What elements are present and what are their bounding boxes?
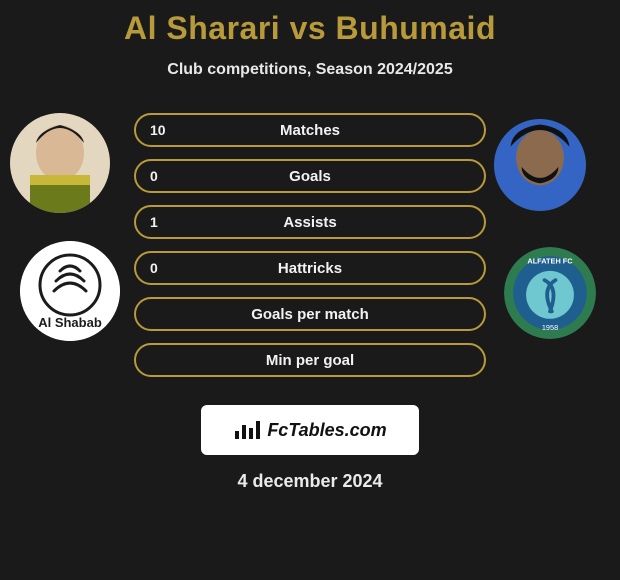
source-badge-text: FcTables.com — [267, 420, 386, 441]
stat-label: Goals per match — [251, 306, 369, 323]
title-right: Buhumaid — [336, 10, 496, 46]
stat-label: Min per goal — [266, 352, 354, 369]
comparison-card: Al Sharari vs Buhumaid Club competitions… — [0, 0, 620, 492]
subtitle: Club competitions, Season 2024/2025 — [0, 61, 620, 79]
club-left-badge: Al Shabab — [20, 241, 120, 341]
stat-label: Goals — [289, 168, 331, 185]
player-right-avatar — [494, 119, 586, 211]
date-label: 4 december 2024 — [0, 471, 620, 492]
player-right-face-icon — [494, 119, 586, 211]
stat-row-goals: 0 Goals — [134, 159, 486, 193]
stats-column: 10 Matches 0 Goals 1 Assists 0 Hattricks… — [134, 113, 486, 377]
player-left-face-icon — [10, 113, 110, 213]
svg-text:Al Shabab: Al Shabab — [38, 315, 102, 330]
stat-row-matches: 10 Matches — [134, 113, 486, 147]
source-badge: FcTables.com — [201, 405, 419, 455]
svg-text:1958: 1958 — [542, 323, 558, 332]
stat-left-value: 10 — [150, 122, 166, 138]
stat-row-hattricks: 0 Hattricks — [134, 251, 486, 285]
club-left-icon: Al Shabab — [20, 241, 120, 341]
stat-left-value: 1 — [150, 214, 158, 230]
stat-label: Assists — [283, 214, 336, 231]
svg-text:ALFATEH FC: ALFATEH FC — [527, 257, 573, 266]
club-right-badge: ALFATEH FC 1958 — [504, 247, 596, 339]
stat-left-value: 0 — [150, 168, 158, 184]
stat-label: Matches — [280, 122, 340, 139]
bar-chart-icon — [233, 419, 261, 441]
stat-row-assists: 1 Assists — [134, 205, 486, 239]
compare-area: Al Shabab ALFATEH FC 1958 10 Matches 0 G… — [0, 113, 620, 383]
stat-left-value: 0 — [150, 260, 158, 276]
page-title: Al Sharari vs Buhumaid — [0, 0, 620, 47]
stat-row-min-per-goal: Min per goal — [134, 343, 486, 377]
player-left-avatar — [10, 113, 110, 213]
club-right-icon: ALFATEH FC 1958 — [504, 247, 596, 339]
title-vs: vs — [290, 10, 327, 46]
stat-row-goals-per-match: Goals per match — [134, 297, 486, 331]
title-left: Al Sharari — [124, 10, 280, 46]
stat-label: Hattricks — [278, 260, 342, 277]
